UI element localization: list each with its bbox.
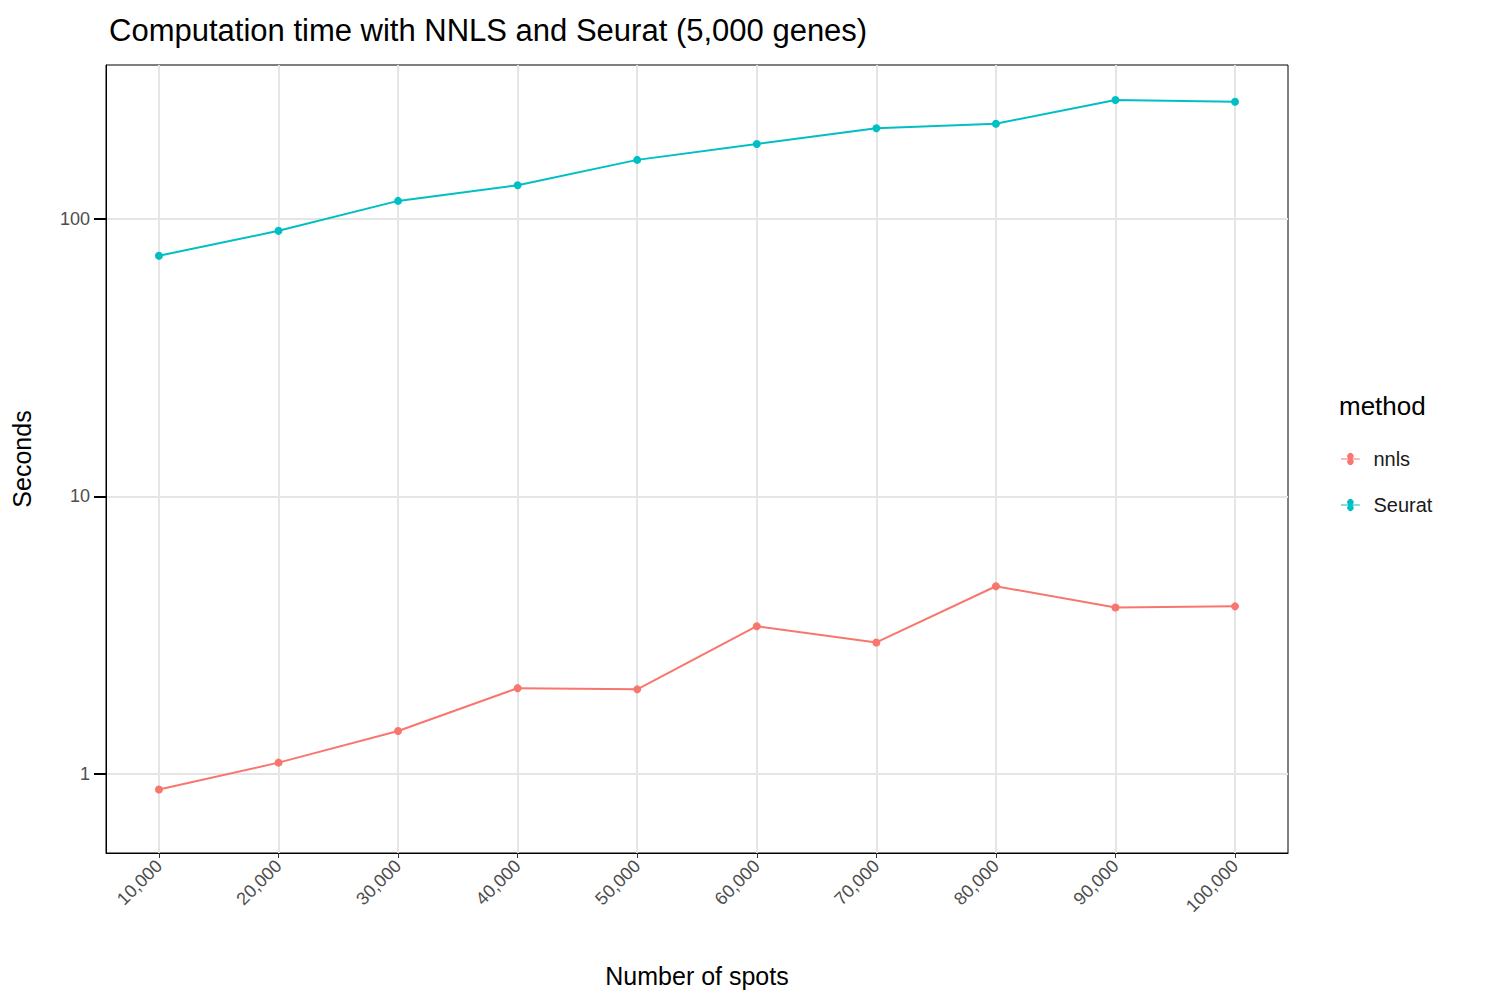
- svg-text:40,000: 40,000: [472, 856, 525, 909]
- svg-text:1: 1: [80, 764, 90, 784]
- svg-text:70,000: 70,000: [830, 856, 883, 909]
- svg-text:20,000: 20,000: [233, 856, 286, 909]
- svg-text:50,000: 50,000: [591, 856, 644, 909]
- svg-text:100: 100: [60, 209, 90, 229]
- svg-text:nnls: nnls: [1373, 448, 1410, 470]
- svg-text:80,000: 80,000: [950, 856, 1003, 909]
- svg-text:10: 10: [70, 486, 90, 506]
- svg-text:Computation time with NNLS and: Computation time with NNLS and Seurat (5…: [109, 13, 867, 48]
- svg-text:30,000: 30,000: [352, 856, 405, 909]
- svg-text:Seconds: Seconds: [8, 410, 36, 507]
- svg-text:100,000: 100,000: [1182, 856, 1242, 916]
- svg-text:90,000: 90,000: [1069, 856, 1122, 909]
- svg-text:method: method: [1339, 391, 1426, 421]
- svg-text:Number of spots: Number of spots: [605, 962, 788, 990]
- svg-text:60,000: 60,000: [711, 856, 764, 909]
- svg-text:Seurat: Seurat: [1373, 494, 1432, 516]
- svg-text:10,000: 10,000: [113, 856, 166, 909]
